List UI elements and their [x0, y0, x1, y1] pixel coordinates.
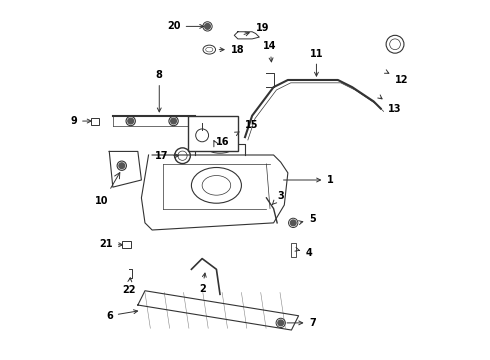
Text: 21: 21: [99, 239, 122, 249]
Polygon shape: [138, 291, 298, 330]
Text: 13: 13: [378, 95, 401, 113]
Text: 22: 22: [122, 278, 136, 296]
Text: 14: 14: [263, 41, 277, 62]
Text: 3: 3: [272, 191, 284, 204]
Circle shape: [171, 118, 176, 124]
Text: 11: 11: [310, 49, 323, 76]
Bar: [292, 243, 296, 257]
Text: 16: 16: [216, 137, 229, 147]
Text: 20: 20: [167, 21, 204, 31]
Text: 2: 2: [199, 273, 206, 294]
Circle shape: [128, 118, 134, 124]
Text: 8: 8: [156, 70, 163, 112]
Text: 15: 15: [235, 120, 259, 136]
Text: 5: 5: [298, 214, 316, 225]
Text: 12: 12: [385, 70, 409, 85]
Text: 17: 17: [155, 151, 179, 161]
Text: 6: 6: [106, 310, 138, 321]
Text: 1: 1: [284, 175, 334, 185]
Bar: [199, 121, 205, 130]
Circle shape: [291, 220, 296, 226]
Text: 9: 9: [71, 116, 91, 126]
Text: 4: 4: [295, 247, 313, 258]
Text: 19: 19: [244, 23, 269, 36]
Text: 7: 7: [287, 318, 316, 328]
Circle shape: [119, 163, 124, 168]
Circle shape: [205, 23, 210, 29]
Text: 10: 10: [96, 196, 109, 206]
FancyBboxPatch shape: [188, 116, 238, 152]
Text: 18: 18: [219, 45, 245, 55]
Bar: [122, 242, 131, 248]
Circle shape: [278, 320, 284, 326]
Bar: [92, 118, 99, 125]
